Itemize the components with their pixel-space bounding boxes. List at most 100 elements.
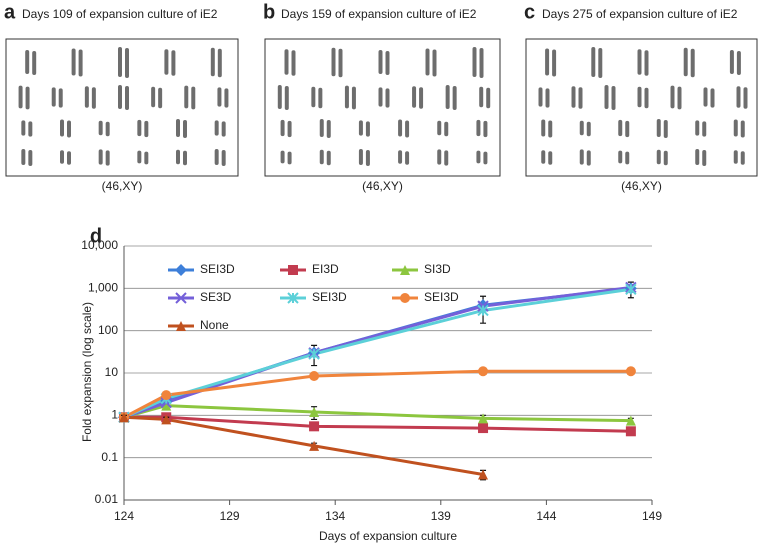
chromosome <box>743 87 748 109</box>
chromosome <box>280 119 285 137</box>
legend-label: SEI3D <box>200 262 235 276</box>
chromosome <box>670 85 675 109</box>
chromosome <box>405 151 410 165</box>
chromosome <box>425 48 430 76</box>
marker <box>478 469 489 480</box>
legend-label: None <box>200 318 229 332</box>
chromosome <box>311 86 316 108</box>
chromosome <box>683 47 688 77</box>
chromosome <box>158 87 163 109</box>
chromosome <box>287 151 292 165</box>
y-tick-label: 0.1 <box>101 450 118 464</box>
chromosome <box>60 119 64 137</box>
chromosome <box>483 120 488 138</box>
chromosome <box>221 150 226 166</box>
chromosome <box>541 119 546 137</box>
marker <box>309 440 320 451</box>
chromosome <box>91 87 96 109</box>
legend-marker <box>175 292 187 304</box>
chromosome <box>217 48 222 78</box>
marker <box>308 348 320 360</box>
marker <box>625 426 636 437</box>
chromosome <box>579 120 584 136</box>
chromosome <box>378 87 383 107</box>
marker <box>477 304 489 317</box>
chromosome <box>412 86 417 108</box>
chromosome <box>598 48 603 78</box>
panel-title: Days 159 of expansion culture of iE2 <box>281 7 477 21</box>
y-axis-title: Fold expansion (log scale) <box>80 302 94 442</box>
chromosome <box>32 51 37 75</box>
chromosome <box>183 150 187 166</box>
chromosome <box>224 88 229 108</box>
chromosome <box>284 86 289 110</box>
chromosome <box>545 88 550 108</box>
marker <box>309 421 320 432</box>
chromosome <box>625 151 630 165</box>
x-tick-label: 124 <box>114 509 134 523</box>
karyotype-label: (46,XY) <box>362 179 403 193</box>
chromosome <box>479 86 484 108</box>
chromosome <box>21 149 26 165</box>
chromosome <box>618 150 623 164</box>
chromosome <box>331 47 336 77</box>
chromosome <box>191 86 196 110</box>
chromosome <box>625 120 630 138</box>
chromosome <box>28 150 33 166</box>
y-tick-label: 100 <box>98 323 118 337</box>
x-axis-title: Days of expansion culture <box>319 529 457 543</box>
chromosome <box>644 50 649 76</box>
chromosome <box>137 119 142 137</box>
panel-title: Days 275 of expansion culture of iE2 <box>542 7 738 21</box>
chromosome <box>319 149 324 165</box>
chromosome <box>105 150 110 166</box>
chromosome <box>604 85 609 109</box>
chromosome <box>151 86 156 108</box>
marker <box>478 423 489 434</box>
chromosome <box>176 149 180 165</box>
chromosome <box>326 150 331 166</box>
chromosome <box>28 121 33 137</box>
chromosome <box>591 47 596 77</box>
chromosome <box>351 86 356 110</box>
chromosome <box>164 49 169 75</box>
chromosome <box>405 120 410 138</box>
chromosome <box>358 120 363 136</box>
chromosome <box>586 121 591 137</box>
chromosome <box>548 120 553 138</box>
panel-title: Days 109 of expansion culture of iE2 <box>22 7 218 21</box>
chromosome <box>444 121 449 137</box>
chromosome <box>663 150 668 166</box>
chromosome <box>733 119 738 137</box>
chromosome <box>176 119 180 137</box>
legend-marker <box>175 264 187 276</box>
chromosome <box>578 87 583 109</box>
karyotype-label: (46,XY) <box>102 179 143 193</box>
chromosome <box>184 85 189 109</box>
chromosome <box>703 87 708 107</box>
chromosome <box>437 120 442 136</box>
chromosome <box>365 150 370 166</box>
y-tick-label: 1,000 <box>88 281 118 295</box>
chromosome <box>663 120 668 138</box>
series-line <box>123 415 484 476</box>
chromosome <box>25 86 30 110</box>
panel-letter: c <box>524 1 535 23</box>
chromosome <box>452 86 457 110</box>
chromosome <box>18 85 23 109</box>
chromosome <box>221 121 226 137</box>
y-tick-label: 0.01 <box>95 492 119 506</box>
y-tick-label: 10,000 <box>81 238 118 252</box>
chromosome <box>385 51 390 75</box>
marker <box>625 415 636 426</box>
marker <box>309 406 320 417</box>
chromosome <box>144 120 149 138</box>
x-tick-label: 129 <box>220 509 240 523</box>
chromosome <box>58 88 63 108</box>
karyotype-panels: a Days 109 of expansion culture of iE2 (46… <box>4 1 758 193</box>
legend-marker <box>287 292 299 304</box>
chromosome <box>476 119 481 137</box>
chromosome <box>444 150 449 166</box>
y-tick-label: 10 <box>105 365 119 379</box>
